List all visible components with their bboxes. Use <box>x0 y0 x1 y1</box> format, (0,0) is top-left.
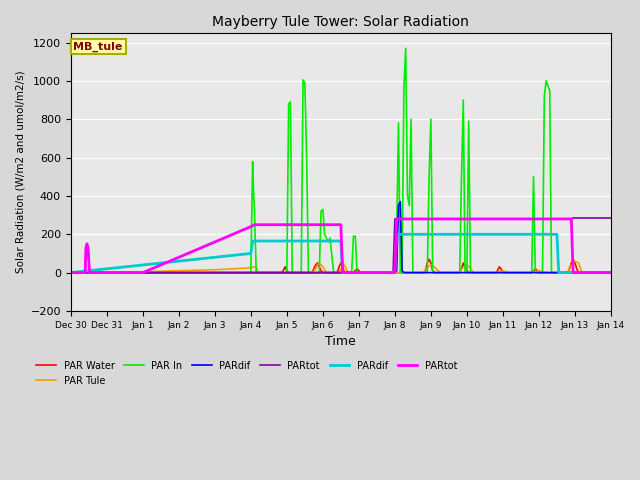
Text: MB_tule: MB_tule <box>74 41 123 51</box>
X-axis label: Time: Time <box>326 335 356 348</box>
Title: Mayberry Tule Tower: Solar Radiation: Mayberry Tule Tower: Solar Radiation <box>212 15 469 29</box>
Legend: PAR Water, PAR Tule, PAR In, PARdif, PARtot, PARdif, PARtot: PAR Water, PAR Tule, PAR In, PARdif, PAR… <box>33 357 461 390</box>
Y-axis label: Solar Radiation (W/m2 and umol/m2/s): Solar Radiation (W/m2 and umol/m2/s) <box>15 71 25 273</box>
